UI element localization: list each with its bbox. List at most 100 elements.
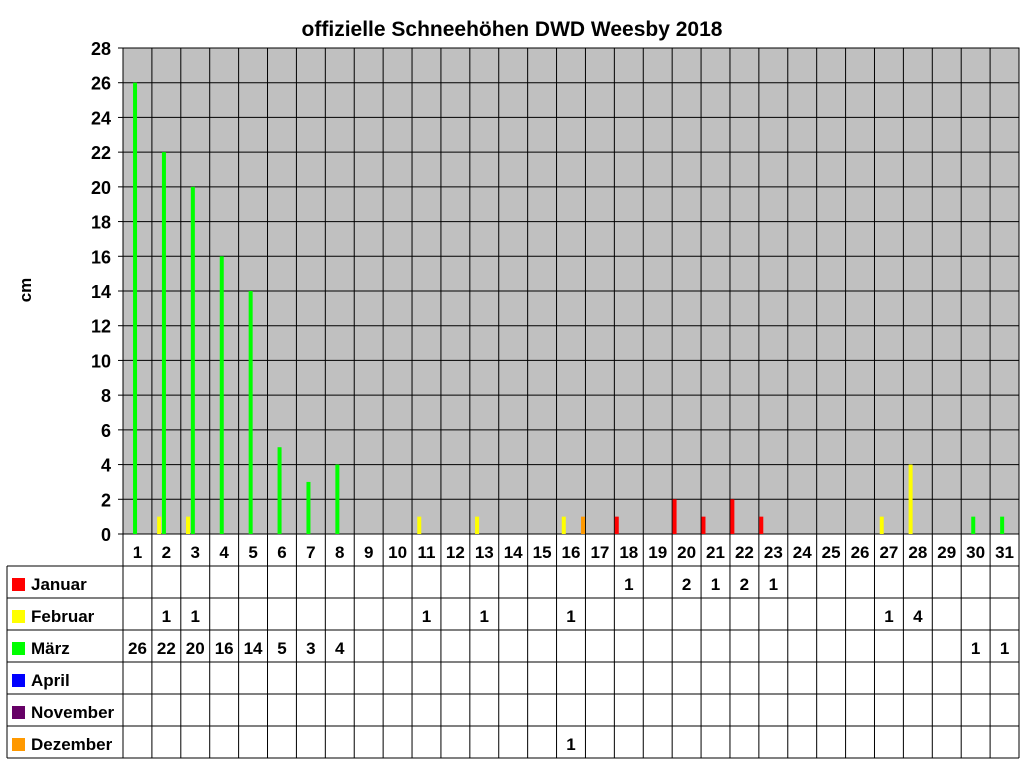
x-tick-label: 5: [248, 543, 257, 562]
bar-märz-day-30: [971, 516, 976, 534]
x-tick-label: 16: [562, 543, 581, 562]
x-tick-label: 23: [764, 543, 783, 562]
x-tick-label: 12: [446, 543, 465, 562]
grid-layer: [123, 48, 1019, 534]
data-label: 1: [769, 575, 778, 594]
data-label: 4: [335, 639, 345, 658]
y-tick-label: 4: [101, 456, 111, 476]
legend-label: April: [31, 671, 70, 690]
data-label: 2: [740, 575, 749, 594]
data-label: 22: [157, 639, 176, 658]
y-tick-label: 20: [91, 178, 111, 198]
data-label: 1: [191, 607, 200, 626]
bar-februar-day-3: [186, 516, 191, 534]
chart-title: offizielle Schneehöhen DWD Weesby 2018: [302, 18, 723, 41]
bar-januar-day-21: [701, 516, 706, 534]
data-label: 1: [566, 735, 575, 754]
bar-märz-day-31: [1000, 516, 1005, 534]
x-tick-label: 19: [648, 543, 667, 562]
bar-januar-day-22: [730, 499, 735, 534]
data-label: 1: [884, 607, 893, 626]
data-label: 1: [480, 607, 489, 626]
data-label: 16: [215, 639, 234, 658]
data-label: 1: [1000, 639, 1009, 658]
data-label: 3: [306, 639, 315, 658]
y-tick-label: 10: [91, 351, 111, 371]
bars-layer: [133, 82, 1005, 534]
x-tick-label: 15: [533, 543, 552, 562]
data-label: 1: [971, 639, 980, 658]
x-tick-label: 17: [590, 543, 609, 562]
bar-dezember-day-16: [581, 516, 586, 534]
y-tick-label: 8: [101, 386, 111, 406]
data-label: 26: [128, 639, 147, 658]
data-label: 14: [244, 639, 263, 658]
x-tick-label: 21: [706, 543, 725, 562]
y-tick-label: 26: [91, 74, 111, 94]
y-tick-label: 28: [91, 39, 111, 59]
y-tick-label: 6: [101, 421, 111, 441]
data-label: 1: [422, 607, 431, 626]
legend-label: November: [31, 703, 115, 722]
x-tick-label: 10: [388, 543, 407, 562]
x-tick-label: 22: [735, 543, 754, 562]
x-tick-label: 11: [417, 543, 435, 562]
x-tick-label: 26: [851, 543, 870, 562]
bar-märz-day-5: [248, 291, 253, 534]
bar-märz-day-6: [277, 447, 282, 534]
x-tick-label: 4: [219, 543, 229, 562]
x-tick-label: 1: [133, 543, 142, 562]
data-table: 1 2 3 4 5 6 7 8 9 10 11 12 13 14 15 16 17 18 19 20 21 22 23 24 2…: [6, 534, 1020, 759]
y-tick-label: 24: [91, 108, 111, 128]
x-tick-label: 24: [793, 543, 812, 562]
legend-label: März: [31, 639, 70, 658]
x-tick-label: 2: [162, 543, 171, 562]
x-tick-label: 27: [879, 543, 898, 562]
y-tick-label: 18: [91, 213, 111, 233]
data-label: 20: [186, 639, 205, 658]
bar-märz-day-4: [219, 256, 224, 534]
data-label: 1: [711, 575, 720, 594]
data-label: 1: [162, 607, 171, 626]
legend-label: Dezember: [31, 735, 113, 754]
legend-label: Februar: [31, 607, 95, 626]
bar-märz-day-7: [306, 481, 311, 534]
legend-swatch: [12, 706, 25, 719]
legend-swatch: [12, 674, 25, 687]
bar-märz-day-3: [190, 186, 195, 534]
bar-februar-day-28: [908, 464, 913, 534]
y-tick-label: 2: [101, 490, 111, 510]
bar-februar-day-2: [157, 516, 162, 534]
y-tick-label: 12: [91, 317, 111, 337]
x-tick-label: 30: [966, 543, 985, 562]
y-tick-label: 16: [91, 247, 111, 267]
x-tick-label: 9: [364, 543, 373, 562]
x-tick-label: 14: [504, 543, 523, 562]
legend-swatch: [12, 642, 25, 655]
bar-februar-day-27: [879, 516, 884, 534]
x-tick-label: 18: [619, 543, 638, 562]
x-tick-label: 6: [277, 543, 286, 562]
bar-februar-day-16: [561, 516, 566, 534]
data-label: 2: [682, 575, 691, 594]
data-label: 1: [624, 575, 633, 594]
bar-märz-day-2: [161, 152, 166, 534]
x-tick-label: 25: [822, 543, 841, 562]
legend-swatch: [12, 578, 25, 591]
x-tick-label: 8: [335, 543, 344, 562]
legend-swatch: [12, 738, 25, 751]
x-tick-label: 20: [677, 543, 696, 562]
bar-februar-day-13: [475, 516, 480, 534]
x-tick-label: 29: [937, 543, 956, 562]
x-tick-label: 3: [191, 543, 200, 562]
x-tick-label: 7: [306, 543, 315, 562]
y-axis-label: cm: [16, 278, 35, 303]
x-tick-label: 13: [475, 543, 494, 562]
legend-label: Januar: [31, 575, 87, 594]
x-tick-label: 28: [908, 543, 927, 562]
y-tick-label: 14: [91, 282, 111, 302]
bar-märz-day-8: [335, 464, 340, 534]
data-label: 1: [566, 607, 575, 626]
